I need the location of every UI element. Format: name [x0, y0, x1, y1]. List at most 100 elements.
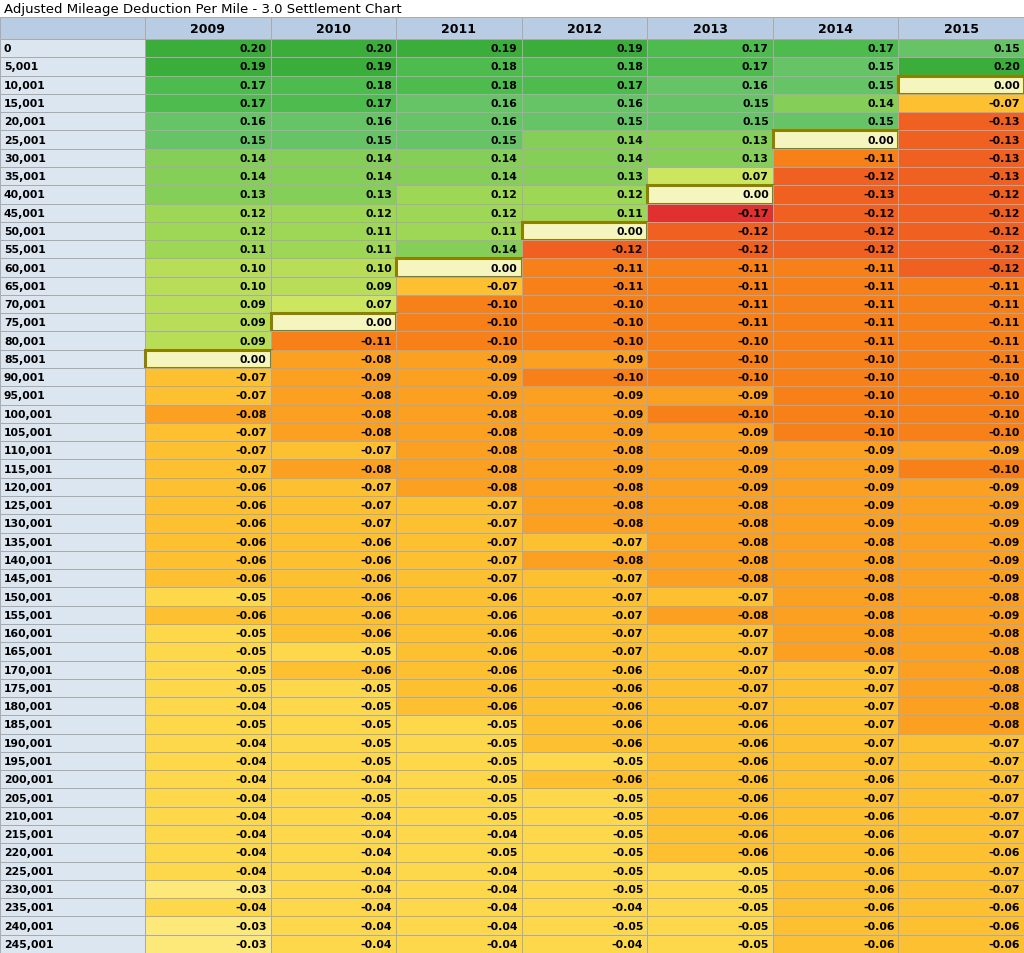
- Text: -0.08: -0.08: [737, 537, 769, 547]
- Text: -0.07: -0.07: [611, 610, 643, 620]
- Bar: [773, 770, 898, 789]
- Text: -0.05: -0.05: [612, 884, 643, 894]
- Text: 0.14: 0.14: [490, 172, 518, 182]
- Bar: [521, 241, 647, 259]
- Bar: [0, 168, 145, 186]
- Text: -0.13: -0.13: [988, 172, 1020, 182]
- Bar: [898, 76, 1024, 94]
- Text: 120,001: 120,001: [4, 482, 53, 493]
- Text: -0.06: -0.06: [863, 939, 894, 949]
- Text: -0.06: -0.06: [360, 537, 392, 547]
- Bar: [270, 277, 396, 295]
- Bar: [0, 606, 145, 624]
- Bar: [773, 935, 898, 953]
- Bar: [521, 917, 647, 935]
- Bar: [521, 660, 647, 679]
- Text: -0.06: -0.06: [486, 628, 518, 639]
- Text: -0.04: -0.04: [360, 939, 392, 949]
- Bar: [0, 698, 145, 716]
- Bar: [0, 770, 145, 789]
- Text: -0.05: -0.05: [486, 757, 518, 766]
- Text: 0.17: 0.17: [240, 81, 266, 91]
- Bar: [0, 533, 145, 551]
- Bar: [145, 460, 270, 478]
- Bar: [270, 551, 396, 570]
- Bar: [521, 423, 647, 441]
- Text: -0.11: -0.11: [988, 355, 1020, 364]
- Text: -0.07: -0.07: [360, 500, 392, 511]
- Text: 0.10: 0.10: [366, 263, 392, 274]
- Bar: [647, 478, 773, 497]
- Bar: [521, 223, 647, 241]
- Text: 245,001: 245,001: [4, 939, 53, 949]
- Text: -0.07: -0.07: [988, 829, 1020, 840]
- Text: 0.15: 0.15: [867, 62, 894, 72]
- Text: 0.09: 0.09: [240, 300, 266, 310]
- Text: 60,001: 60,001: [4, 263, 46, 274]
- Bar: [270, 369, 396, 387]
- Text: -0.09: -0.09: [988, 556, 1020, 565]
- Text: -0.10: -0.10: [988, 464, 1020, 474]
- Bar: [0, 899, 145, 917]
- Bar: [521, 716, 647, 734]
- Bar: [145, 241, 270, 259]
- Text: 115,001: 115,001: [4, 464, 53, 474]
- Text: -0.09: -0.09: [612, 355, 643, 364]
- Bar: [647, 460, 773, 478]
- Bar: [647, 186, 773, 204]
- Text: 0.14: 0.14: [366, 172, 392, 182]
- Bar: [898, 533, 1024, 551]
- Bar: [270, 58, 396, 76]
- Bar: [270, 405, 396, 423]
- Bar: [396, 825, 521, 843]
- Text: -0.06: -0.06: [988, 921, 1020, 930]
- Text: -0.06: -0.06: [486, 610, 518, 620]
- Bar: [521, 551, 647, 570]
- Bar: [396, 241, 521, 259]
- Bar: [521, 168, 647, 186]
- Text: Adjusted Mileage Deduction Per Mile - 3.0 Settlement Chart: Adjusted Mileage Deduction Per Mile - 3.…: [4, 3, 401, 15]
- Bar: [0, 515, 145, 533]
- Bar: [647, 588, 773, 606]
- Bar: [145, 18, 270, 40]
- Bar: [270, 843, 396, 862]
- Bar: [898, 899, 1024, 917]
- Text: 0.00: 0.00: [867, 135, 894, 146]
- Bar: [396, 642, 521, 660]
- Text: -0.08: -0.08: [612, 556, 643, 565]
- Text: 0.00: 0.00: [366, 318, 392, 328]
- Bar: [898, 862, 1024, 880]
- Bar: [270, 862, 396, 880]
- Bar: [647, 862, 773, 880]
- Text: -0.06: -0.06: [863, 884, 894, 894]
- Bar: [270, 807, 396, 825]
- Bar: [647, 497, 773, 515]
- Bar: [773, 588, 898, 606]
- Text: -0.05: -0.05: [360, 738, 392, 748]
- Bar: [0, 40, 145, 58]
- Text: -0.11: -0.11: [360, 336, 392, 346]
- Bar: [145, 168, 270, 186]
- Bar: [773, 241, 898, 259]
- Bar: [898, 551, 1024, 570]
- Bar: [0, 862, 145, 880]
- Bar: [521, 533, 647, 551]
- Text: 0.00: 0.00: [742, 191, 769, 200]
- Text: 30,001: 30,001: [4, 153, 46, 164]
- Bar: [773, 679, 898, 698]
- Bar: [270, 150, 396, 168]
- Bar: [0, 935, 145, 953]
- Text: -0.04: -0.04: [611, 939, 643, 949]
- Bar: [773, 132, 898, 150]
- Bar: [773, 752, 898, 770]
- Bar: [270, 295, 396, 314]
- Bar: [145, 369, 270, 387]
- Bar: [521, 899, 647, 917]
- Bar: [396, 606, 521, 624]
- Bar: [521, 624, 647, 642]
- Text: -0.08: -0.08: [486, 428, 518, 437]
- Bar: [898, 807, 1024, 825]
- Bar: [270, 899, 396, 917]
- Bar: [521, 405, 647, 423]
- Bar: [0, 76, 145, 94]
